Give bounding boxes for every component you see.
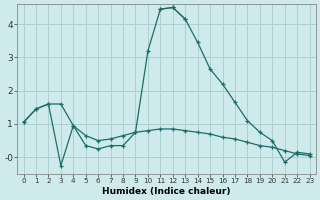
X-axis label: Humidex (Indice chaleur): Humidex (Indice chaleur) [102,187,231,196]
